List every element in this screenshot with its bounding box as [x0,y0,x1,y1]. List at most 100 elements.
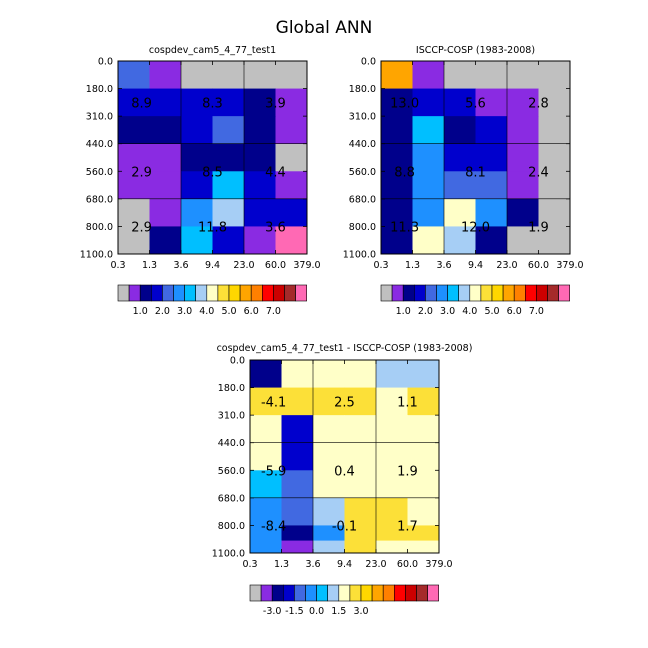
p0-colorbar-swatch-0 [117,284,130,302]
p1-cell-r4-c3 [475,171,508,200]
p0-cell-r6-c2 [181,226,213,255]
p0-panel-title: cospdev_cam5_4_77_test1 [149,45,276,56]
p2-cell-r0-c1 [281,360,314,389]
p2-colorbar-swatch-6 [316,584,329,602]
p2-cell-r1-c2 [313,387,345,416]
p2-cell-r2-c4 [376,415,408,444]
p1-cell-r0-c2 [444,61,476,90]
p2-cell-r5-c0 [250,497,282,526]
p0-cell-r1-c5 [275,88,308,117]
p2-colorbar-swatch-16 [427,584,440,602]
p0-cell-r5-c1 [149,198,182,227]
p0-cell-r4-c2 [181,171,213,200]
p0-cell-r3-c1 [149,143,182,172]
p2-cell-r2-c2 [313,415,345,444]
p1-cell-r1-c2 [444,88,476,117]
p2-cell-r7-c5 [407,540,440,554]
p1-y-tick-label-2: 310.0 [349,112,376,123]
p0-x-tick-label-1: 1.3 [142,260,157,271]
p0-cell-r2-c5 [275,116,308,145]
p1-cell-r4-c5 [538,171,571,200]
p0-colorbar-label-3: 4.0 [199,306,214,317]
p2-cell-r7-c1 [281,540,314,554]
p2-x-tick-label-2: 3.6 [305,559,320,570]
p0-cell-r2-c2 [181,116,213,145]
p0-colorbar-swatch-14 [273,284,285,302]
p0-y-tick-label-7: 1100.0 [80,250,113,261]
p2-colorbar-swatch-4 [294,584,306,602]
p2-cell-r7-c3 [344,540,377,554]
p1-x-tick-label-4: 23.0 [496,260,517,271]
p1-cell-value-8: 1.9 [528,220,549,235]
p0-colorbar-swatch-10 [228,284,241,302]
p1-cell-r3-c5 [538,143,571,172]
p0-cell-r5-c3 [212,198,245,227]
p0-colorbar-label-2: 3.0 [177,306,192,317]
p0-x-tick-label-5: 60.0 [265,260,286,271]
p2-cell-value-2: 1.1 [397,395,418,410]
p1-cell-r0-c1 [412,61,445,90]
p2-colorbar-swatch-9 [349,584,362,602]
p2-cell-r3-c0 [250,442,282,471]
p2-cell-r0-c3 [344,360,377,389]
p2-cell-r1-c0 [250,387,282,416]
p1-colorbar-label-6: 7.0 [529,306,544,317]
p1-colorbar-label-1: 2.0 [418,306,433,317]
p0-colorbar-swatch-9 [217,284,230,302]
p1-colorbar-swatch-12 [513,284,526,302]
p1-cell-r2-c3 [475,116,508,145]
p2-colorbar-swatch-3 [282,584,295,602]
p0-cell-r1-c1 [149,88,182,117]
p1-cell-r0-c3 [475,61,508,90]
p0-y-tick-label-1: 180.0 [86,84,113,95]
p0-colorbar-swatch-15 [284,284,296,302]
p0-cell-r3-c4 [244,143,276,172]
p1-colorbar-swatch-2 [402,284,415,302]
p0-y-tick-label-6: 800.0 [86,222,113,233]
p1-colorbar-label-2: 3.0 [440,306,455,317]
p2-colorbar-label-2: 0.0 [309,606,324,617]
p1-colorbar-swatch-7 [458,284,471,302]
p2-cell-r6-c4 [376,525,408,542]
p2-y-tick-label-2: 310.0 [218,411,245,422]
p0-colorbar-swatch-4 [162,284,174,302]
p1-y-tick-label-1: 180.0 [349,84,376,95]
p1-cell-r2-c5 [538,116,571,145]
p1-cell-r5-c1 [412,198,445,227]
p2-colorbar-swatch-0 [249,584,262,602]
p0-cell-r3-c0 [118,143,150,172]
p0-cell-r1-c3 [212,88,245,117]
p1-cell-value-0: 13.0 [390,96,419,111]
p1-cell-r3-c4 [507,143,539,172]
p2-cell-value-5: 1.9 [397,464,418,479]
p1-cell-r1-c4 [507,88,539,117]
p2-cell-r5-c1 [281,497,314,526]
p1-cell-r4-c1 [412,171,445,200]
p2-cell-r4-c1 [281,470,314,499]
p0-colorbar-label-0: 1.0 [133,306,148,317]
p0-cell-r4-c1 [149,171,182,200]
p2-cell-r3-c4 [376,442,408,471]
p1-cell-r2-c1 [412,116,445,145]
p2-colorbar-swatch-14 [405,584,417,602]
panel-observation: ISCCP-COSP (1983-2008) 0.3 1.3 3.6 9.4 23.0 60… [343,45,584,317]
p1-cell-r0-c5 [538,61,571,90]
p2-cell-r6-c3 [344,525,377,542]
p1-cell-r0-c0 [381,61,413,90]
p2-colorbar-swatch-11 [371,584,384,602]
p0-colorbar-swatch-5 [173,284,185,302]
p1-panel-title: ISCCP-COSP (1983-2008) [416,45,535,56]
panel-difference: cospdev_cam5_4_77_test1 - ISCCP-COSP (19… [212,343,473,617]
p2-y-tick-label-4: 560.0 [218,466,245,477]
p1-cell-r6-c1 [412,226,445,255]
p0-cell-r3-c3 [212,143,245,172]
p1-colorbar-swatch-14 [536,284,548,302]
p1-colorbar-swatch-11 [502,284,515,302]
p2-cell-r0-c0 [250,360,282,389]
p1-cell-r3-c3 [475,143,508,172]
p1-x-tick-label-0: 0.3 [373,260,388,271]
p0-cell-r4-c4 [244,171,276,200]
p1-cell-r3-c2 [444,143,476,172]
p2-cell-r0-c4 [376,360,408,389]
p1-cell-r6-c4 [507,226,539,255]
